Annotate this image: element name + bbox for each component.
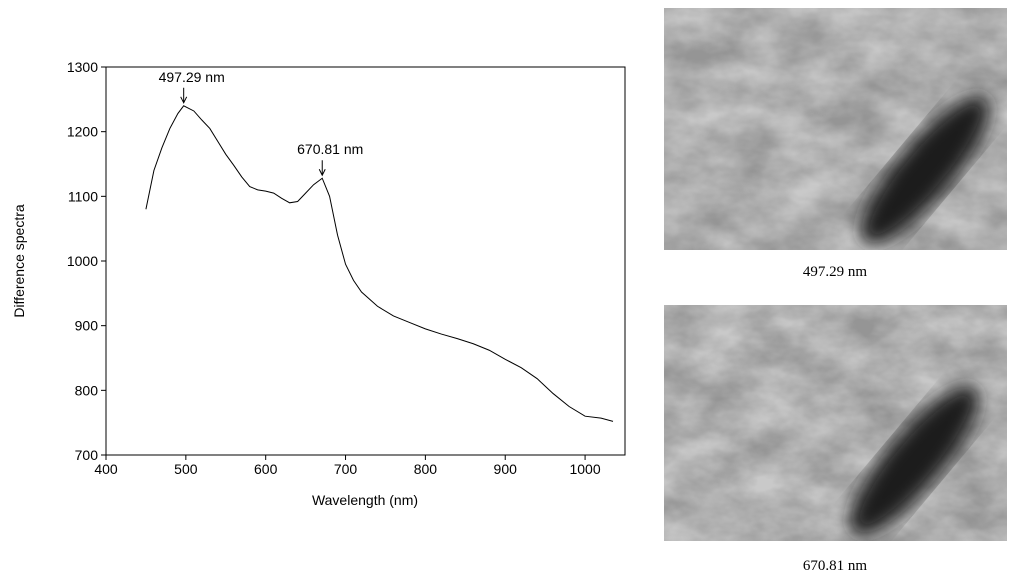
x-tick-label: 600 bbox=[254, 461, 278, 477]
annotation: 670.81 nm bbox=[297, 141, 363, 157]
y-tick-label: 700 bbox=[75, 447, 99, 463]
image-panel bbox=[664, 8, 1007, 250]
x-tick-label: 500 bbox=[174, 461, 198, 477]
y-axis-label: Difference spectra bbox=[11, 204, 27, 318]
x-tick-label: 700 bbox=[334, 461, 358, 477]
y-tick-label: 1000 bbox=[67, 253, 98, 269]
x-axis-label: Wavelength (nm) bbox=[312, 492, 418, 508]
spectrum-line bbox=[145, 105, 614, 422]
plot-frame bbox=[105, 66, 626, 456]
y-tick-label: 1200 bbox=[67, 124, 98, 140]
x-tick-label: 400 bbox=[94, 461, 118, 477]
annotation-arrow bbox=[180, 87, 188, 104]
y-tick-label: 1300 bbox=[67, 59, 98, 75]
y-tick-label: 800 bbox=[75, 382, 99, 398]
x-tick-label: 800 bbox=[414, 461, 438, 477]
y-tick-label: 1100 bbox=[68, 188, 98, 204]
image-panel bbox=[664, 305, 1007, 541]
annotation: 497.29 nm bbox=[159, 69, 225, 85]
image-caption: 670.81 nm bbox=[803, 558, 868, 574]
x-tick-label: 900 bbox=[494, 461, 518, 477]
x-tick-label: 1000 bbox=[569, 461, 600, 477]
image-caption: 497.29 nm bbox=[803, 264, 868, 280]
annotation-arrow bbox=[318, 160, 326, 177]
y-tick-label: 900 bbox=[75, 318, 99, 334]
